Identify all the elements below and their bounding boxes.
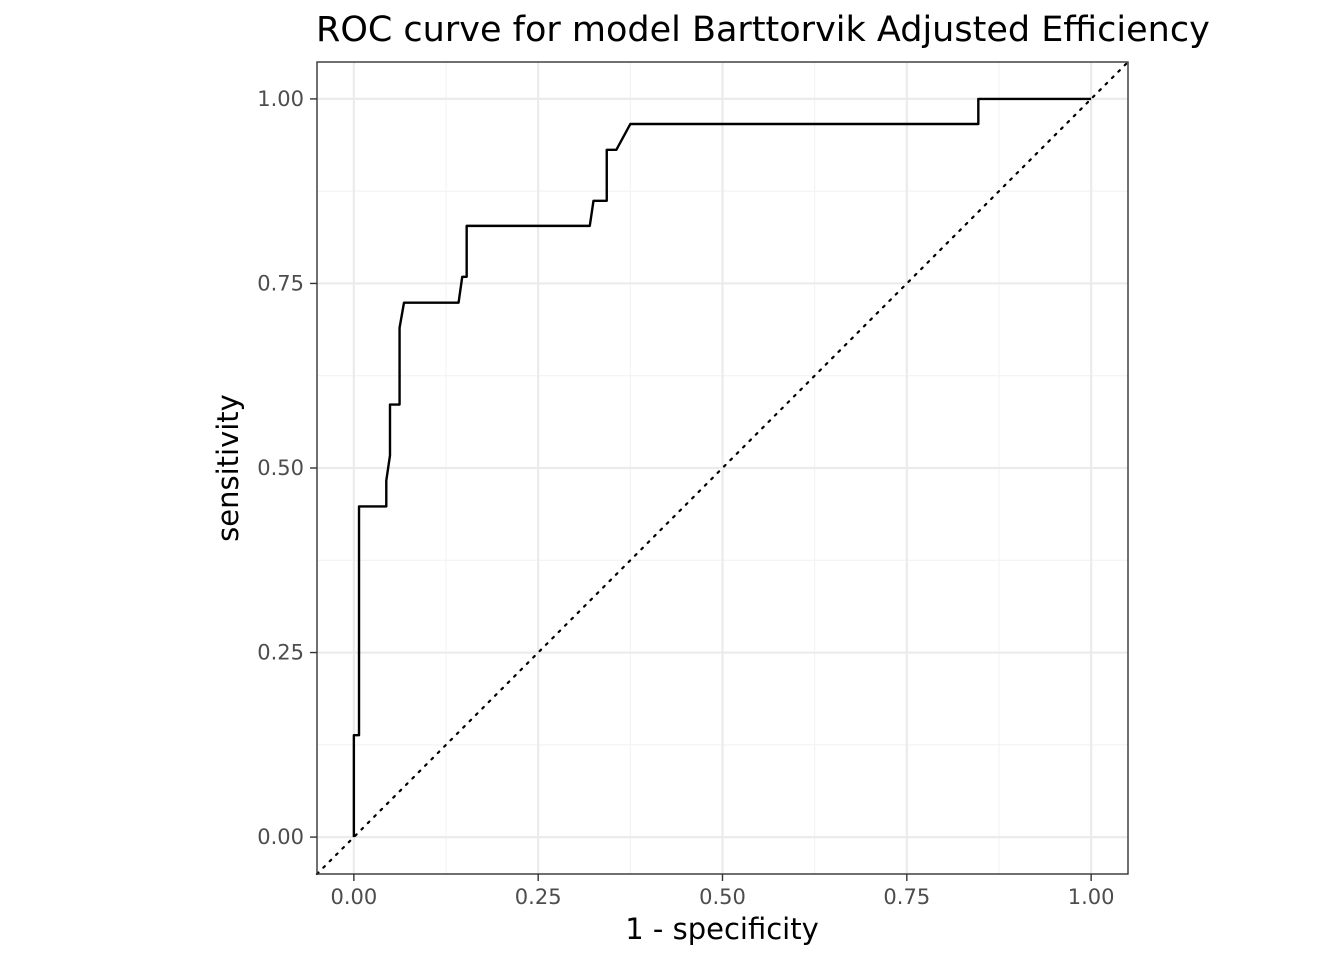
- x-axis-title: 1 - specificity: [625, 912, 819, 946]
- y-tick-label: 0.75: [257, 271, 304, 295]
- chance-diagonal-line: [315, 60, 1130, 876]
- roc-curve-line: [352, 97, 1092, 838]
- x-tick-label: 0.00: [330, 885, 377, 909]
- y-axis: 0.00 0.25 0.50 0.75 1.00: [257, 87, 317, 849]
- y-tick-label: 0.25: [257, 641, 304, 665]
- y-tick-label: 1.00: [257, 87, 304, 111]
- y-axis-title: sensitivity: [211, 394, 245, 542]
- x-tick-label: 0.25: [515, 885, 562, 909]
- x-tick-label: 0.75: [883, 885, 930, 909]
- x-axis: 0.00 0.25 0.50 0.75 1.00: [330, 874, 1115, 909]
- chart-title: ROC curve for model Barttorvik Adjusted …: [316, 10, 1210, 50]
- x-tick-label: 1.00: [1068, 885, 1115, 909]
- x-tick-label: 0.50: [699, 885, 746, 909]
- y-tick-label: 0.00: [257, 825, 304, 849]
- y-tick-label: 0.50: [257, 456, 304, 480]
- major-gridlines: [317, 62, 1128, 874]
